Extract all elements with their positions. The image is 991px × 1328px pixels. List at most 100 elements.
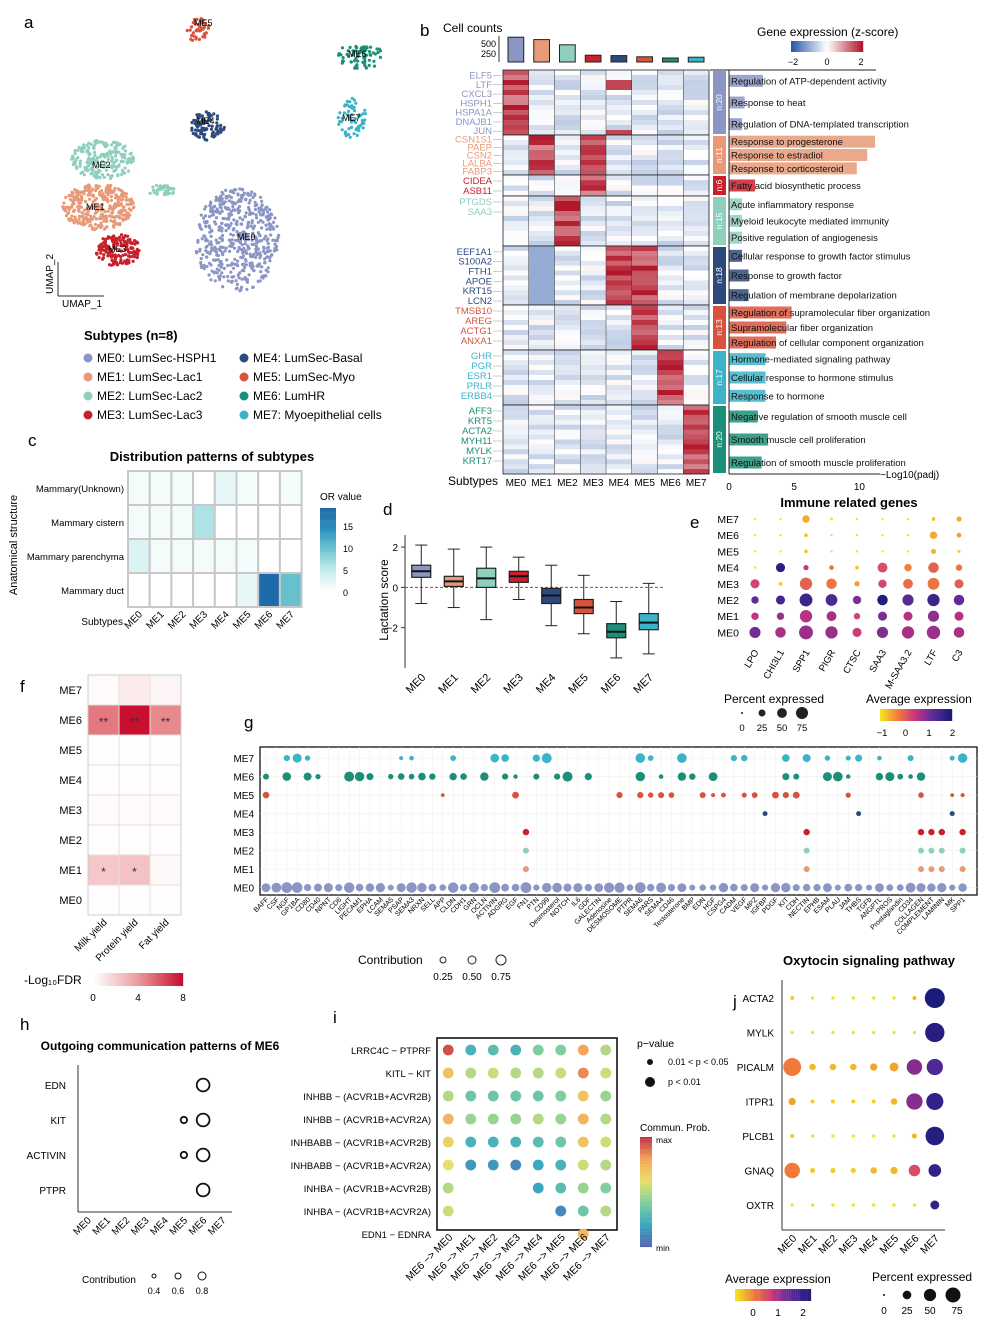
umap-point: [363, 112, 367, 116]
heatmap-cell: [554, 206, 581, 212]
legend-cell: [784, 1289, 787, 1301]
heatmap-cell: [657, 150, 684, 156]
umap-point: [273, 242, 277, 246]
heatmap-cell: [554, 285, 581, 291]
umap-point: [121, 190, 125, 194]
heatmap-cell: [631, 165, 658, 171]
dot: [313, 883, 322, 892]
heatmap-cell: [683, 120, 710, 126]
umap-point: [125, 160, 129, 164]
dot: [283, 755, 290, 762]
heatmap-cell: [503, 405, 530, 411]
heatmap-cell: [683, 145, 710, 151]
umap-point: [244, 238, 248, 242]
umap-point: [203, 214, 208, 218]
dot: [926, 1092, 944, 1111]
umap-point: [213, 258, 217, 262]
umap-point: [360, 122, 364, 126]
heatmap-cell: [657, 320, 684, 326]
gene-label: EEF1A1: [457, 247, 492, 258]
heatmap-cell: [554, 300, 581, 306]
legend-cell: [790, 1289, 793, 1301]
umap-point: [216, 258, 220, 262]
umap-point: [217, 268, 221, 272]
heatmap-cell: [631, 70, 658, 76]
heatmap-cell: [683, 170, 710, 176]
dot: [912, 996, 917, 1000]
umap-point: [238, 187, 242, 191]
umap-point: [200, 265, 204, 270]
umap-point: [266, 216, 270, 220]
umap-point: [211, 209, 215, 213]
umap-point: [196, 129, 200, 133]
heatmap-cell: [657, 429, 684, 435]
x-tick-label: ME3: [501, 672, 525, 696]
heatmap-cell: [657, 390, 684, 396]
dot: [901, 626, 915, 639]
umap-point: [209, 278, 213, 282]
dot: [510, 1067, 522, 1079]
umap-point: [191, 31, 195, 35]
go-bar: [729, 96, 745, 109]
heatmap-cell: [528, 360, 555, 366]
heatmap-cell: [683, 231, 710, 237]
heat-cell: [235, 470, 260, 506]
heatmap-cell: [683, 226, 710, 232]
heatmap-cell: [503, 469, 530, 475]
umap-point: [240, 222, 244, 226]
heatmap-cell: [503, 216, 530, 222]
umap-point: [201, 253, 205, 257]
legend-tick: 0.75: [491, 972, 511, 983]
dot: [850, 1063, 857, 1071]
legend-cell: [940, 709, 943, 721]
colorbar-cell: [817, 41, 820, 52]
dot: [542, 882, 552, 893]
umap-point: [95, 252, 99, 256]
legend-dot: [945, 1287, 961, 1303]
heatmap-cell: [606, 241, 633, 247]
panel-label-a: a: [24, 13, 34, 32]
go-x-label: −Log10(padj): [880, 470, 939, 481]
heat-cell: [87, 734, 120, 766]
umap-point: [193, 119, 197, 123]
legend-cell: [742, 1289, 745, 1301]
legend-cell: [759, 1289, 762, 1301]
heatmap-cell: [606, 206, 633, 212]
dot: [417, 882, 427, 893]
dot: [741, 754, 748, 762]
heatmap-cell: [554, 190, 581, 197]
legend-cell: [946, 709, 949, 721]
umap-point: [266, 210, 270, 214]
heatmap-cell: [657, 140, 684, 146]
subtype-label: ME6: LumHR: [253, 389, 325, 403]
heatmap-cell: [631, 295, 658, 301]
heatmap-cell: [683, 350, 710, 356]
dot: [449, 772, 457, 781]
heatmap-cell: [580, 395, 607, 401]
dot: [918, 866, 925, 873]
heatmap-cell: [554, 325, 581, 331]
umap-point: [240, 277, 244, 281]
legend-cell: [801, 1289, 804, 1301]
umap-point: [207, 24, 211, 28]
dot: [677, 772, 687, 781]
heatmap-cell: [631, 110, 658, 116]
legend-cell: [135, 973, 138, 986]
heatmap-cell: [528, 370, 555, 376]
heatmap-cell: [528, 241, 555, 247]
heatmap-cell: [606, 419, 633, 426]
umap-point: [367, 58, 371, 62]
dot: [896, 884, 904, 891]
heatmap-cell: [503, 464, 530, 470]
heatmap-cell: [580, 241, 607, 247]
umap-point: [136, 251, 140, 255]
umap-point: [220, 226, 224, 230]
heatmap-cell: [503, 135, 530, 141]
heatmap-cell: [554, 395, 581, 401]
dot: [877, 562, 888, 573]
heatmap-cell: [528, 226, 555, 232]
umap-point: [86, 164, 90, 168]
umap-point: [234, 222, 238, 226]
umap-point: [367, 49, 372, 54]
heat-cell: [148, 470, 173, 506]
